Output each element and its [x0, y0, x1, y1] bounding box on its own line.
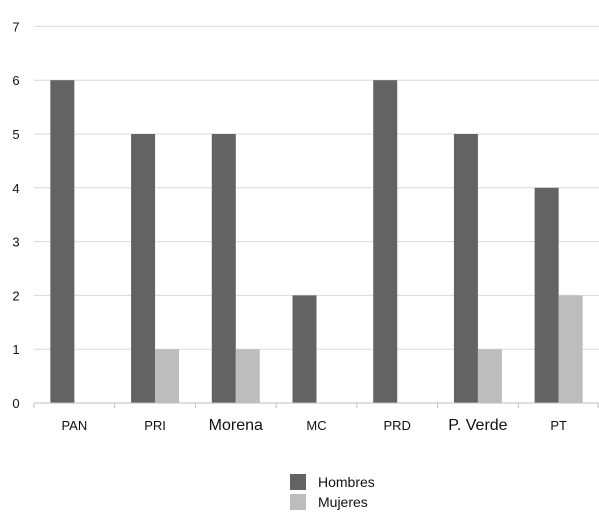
x-tick-label: PRD [383, 418, 410, 433]
y-tick-label: 6 [12, 73, 19, 88]
bar-hombres-p-verde [453, 134, 478, 403]
legend-swatch-hombres [290, 474, 306, 490]
bars [50, 80, 583, 403]
legend-label-hombres: Hombres [318, 474, 375, 490]
bar-chart: 0 1 2 3 4 5 6 7 PAN PRI Morena MC PRD P. Verde PT [12, 19, 599, 434]
y-tick-label: 2 [12, 288, 19, 303]
bar-mujeres-pri [155, 349, 180, 403]
bar-mujeres-morena [235, 349, 260, 403]
x-tick-label: MC [306, 418, 326, 433]
bar-hombres-mc [292, 295, 317, 403]
y-tick-label: 1 [12, 342, 19, 357]
y-tick-label: 3 [12, 235, 19, 250]
bar-hombres-prd [373, 80, 398, 403]
y-tick-label: 7 [12, 19, 19, 34]
y-tick-label: 5 [12, 127, 19, 142]
legend-item-mujeres: Mujeres [290, 492, 375, 512]
bar-hombres-pt [534, 187, 559, 403]
bar-hombres-pri [131, 134, 156, 403]
x-tick-label: Morena [209, 417, 263, 434]
bar-hombres-pan [50, 80, 75, 403]
y-axis: 0 1 2 3 4 5 6 7 [12, 19, 19, 411]
x-tick-label: PT [550, 418, 567, 433]
bar-mujeres-p-verde [477, 349, 502, 403]
legend: Hombres Mujeres [290, 472, 375, 512]
y-tick-label: 4 [12, 181, 19, 196]
x-tick-label: PAN [61, 418, 87, 433]
gridlines [34, 25, 599, 350]
y-tick-label: 0 [12, 396, 19, 411]
x-tick-label: P. Verde [448, 417, 507, 434]
legend-item-hombres: Hombres [290, 472, 375, 492]
legend-swatch-mujeres [290, 494, 306, 510]
bar-mujeres-pt [558, 295, 583, 403]
legend-label-mujeres: Mujeres [318, 494, 368, 510]
bar-hombres-morena [211, 134, 236, 403]
x-tick-label: PRI [144, 418, 166, 433]
x-axis: PAN PRI Morena MC PRD P. Verde PT [33, 402, 599, 434]
